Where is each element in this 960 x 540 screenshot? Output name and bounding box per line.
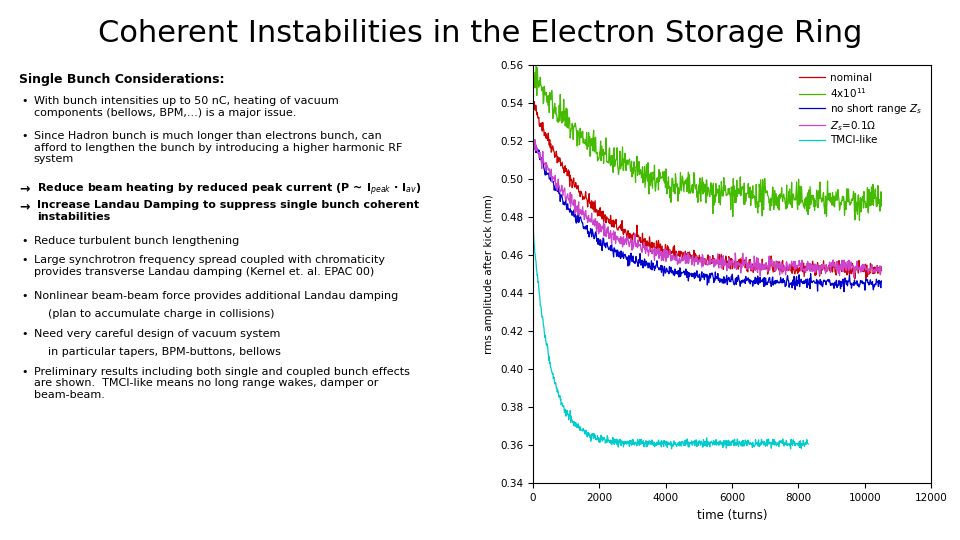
4x10$^{11}$ xyxy=(799,205,810,212)
4x10$^{11}$ xyxy=(637,171,649,178)
no short range $Z_s$ xyxy=(842,279,853,285)
Line: nominal: nominal xyxy=(533,101,881,279)
TMCI-like xyxy=(785,446,797,452)
nominal xyxy=(612,227,624,233)
Text: Single Bunch Considerations:: Single Bunch Considerations: xyxy=(19,73,225,86)
TMCI-like xyxy=(708,437,719,444)
Line: 4x10$^{11}$: 4x10$^{11}$ xyxy=(533,65,881,220)
nominal xyxy=(876,267,887,273)
nominal xyxy=(799,273,810,280)
Text: •: • xyxy=(22,235,28,246)
no short range $Z_s$ xyxy=(626,256,637,262)
Text: (plan to accumulate charge in collisions): (plan to accumulate charge in collisions… xyxy=(48,309,275,319)
Text: Large synchrotron frequency spread coupled with chromaticity
provides transverse: Large synchrotron frequency spread coupl… xyxy=(34,255,385,277)
$Z_s$=0.1Ω xyxy=(637,242,649,249)
TMCI-like xyxy=(776,439,787,446)
Text: •: • xyxy=(22,96,28,106)
4x10$^{11}$ xyxy=(756,213,768,219)
Text: Reduce beam heating by reduced peak current (P ~ I$_{peak}$ · I$_{av}$): Reduce beam heating by reduced peak curr… xyxy=(37,182,422,199)
$Z_s$=0.1Ω xyxy=(527,136,539,143)
$Z_s$=0.1Ω xyxy=(876,264,887,270)
Text: in particular tapers, BPM-buttons, bellows: in particular tapers, BPM-buttons, bello… xyxy=(48,347,281,357)
TMCI-like xyxy=(614,440,626,446)
4x10$^{11}$ xyxy=(528,62,540,69)
no short range $Z_s$ xyxy=(637,258,649,265)
Text: •: • xyxy=(22,131,28,141)
Line: TMCI-like: TMCI-like xyxy=(533,226,808,449)
Legend: nominal, 4x10$^{11}$, no short range $Z_s$, $Z_s$=0.1Ω, TMCI-like: nominal, 4x10$^{11}$, no short range $Z_… xyxy=(796,70,926,148)
Text: •: • xyxy=(22,255,28,265)
Text: Coherent Instabilities in the Electron Storage Ring: Coherent Instabilities in the Electron S… xyxy=(98,19,862,48)
Text: Nonlinear beam-beam force provides additional Landau damping: Nonlinear beam-beam force provides addit… xyxy=(34,291,397,301)
no short range $Z_s$ xyxy=(799,280,810,287)
TMCI-like xyxy=(803,441,814,447)
Text: →: → xyxy=(19,200,30,213)
4x10$^{11}$ xyxy=(876,202,887,209)
$Z_s$=0.1Ω xyxy=(625,235,636,242)
nominal xyxy=(625,232,636,238)
TMCI-like xyxy=(741,442,753,448)
no short range $Z_s$ xyxy=(528,137,540,143)
no short range $Z_s$ xyxy=(838,288,850,295)
TMCI-like xyxy=(594,436,606,442)
X-axis label: time (turns): time (turns) xyxy=(697,509,767,522)
Text: •: • xyxy=(22,367,28,377)
Y-axis label: rms amplitude after kick (mm): rms amplitude after kick (mm) xyxy=(485,194,494,354)
no short range $Z_s$ xyxy=(612,249,624,255)
Line: $Z_s$=0.1Ω: $Z_s$=0.1Ω xyxy=(533,139,881,278)
no short range $Z_s$ xyxy=(756,279,768,285)
$Z_s$=0.1Ω xyxy=(612,237,624,243)
Text: With bunch intensities up to 50 nC, heating of vacuum
components (bellows, BPM,.: With bunch intensities up to 50 nC, heat… xyxy=(34,96,338,118)
Text: Need very careful design of vacuum system: Need very careful design of vacuum syste… xyxy=(34,329,280,339)
Text: Preliminary results including both single and coupled bunch effects
are shown.  : Preliminary results including both singl… xyxy=(34,367,410,400)
TMCI-like xyxy=(527,223,539,230)
nominal xyxy=(860,275,872,282)
4x10$^{11}$ xyxy=(527,73,539,79)
Text: Increase Landau Damping to suppress single bunch coherent
instabilities: Increase Landau Damping to suppress sing… xyxy=(37,200,420,222)
nominal xyxy=(756,267,767,273)
nominal xyxy=(841,272,852,278)
Text: Since Hadron bunch is much longer than electrons bunch, can
afford to lengthen t: Since Hadron bunch is much longer than e… xyxy=(34,131,402,165)
4x10$^{11}$ xyxy=(626,158,637,165)
Text: •: • xyxy=(22,291,28,301)
Text: •: • xyxy=(22,329,28,339)
4x10$^{11}$ xyxy=(853,217,865,224)
4x10$^{11}$ xyxy=(842,188,853,194)
$Z_s$=0.1Ω xyxy=(849,274,860,281)
nominal xyxy=(637,245,649,251)
no short range $Z_s$ xyxy=(527,140,539,147)
no short range $Z_s$ xyxy=(876,278,887,284)
Text: Reduce turbulent bunch lengthening: Reduce turbulent bunch lengthening xyxy=(34,235,239,246)
4x10$^{11}$ xyxy=(612,171,624,178)
nominal xyxy=(527,98,539,104)
Text: →: → xyxy=(19,182,30,195)
$Z_s$=0.1Ω xyxy=(841,260,852,266)
TMCI-like xyxy=(605,440,616,447)
$Z_s$=0.1Ω xyxy=(756,259,767,265)
Line: no short range $Z_s$: no short range $Z_s$ xyxy=(533,140,881,292)
$Z_s$=0.1Ω xyxy=(799,268,810,274)
